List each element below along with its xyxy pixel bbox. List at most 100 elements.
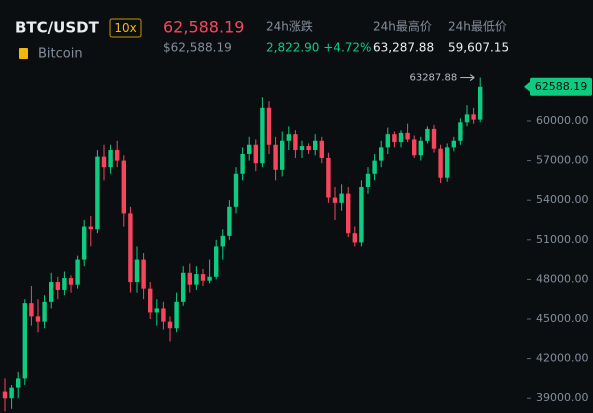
- candle-body: [266, 107, 272, 145]
- candle-body: [326, 157, 331, 198]
- candle-body: [471, 114, 476, 120]
- candle-body: [346, 193, 351, 234]
- candle-body: [29, 303, 34, 317]
- pair[interactable]: BTC/USDT: [15, 19, 100, 37]
- candle-body: [385, 134, 390, 148]
- y-tick-label: 57000.00: [536, 154, 589, 167]
- candle-body: [425, 128, 430, 141]
- candle-body: [42, 301, 47, 322]
- candle-body: [478, 86, 483, 120]
- candle-body: [35, 316, 41, 322]
- candle-body: [68, 278, 74, 285]
- high-marker-head: [469, 74, 475, 81]
- last-price-label: 62588.19: [535, 80, 588, 93]
- candle-body: [55, 282, 60, 290]
- candle-body: [240, 153, 245, 174]
- candle-body: [332, 197, 338, 203]
- candle-body: [148, 288, 153, 313]
- y-tick-label: 60000.00: [536, 114, 589, 127]
- leverage[interactable]: 10x: [114, 21, 136, 35]
- candle-body: [128, 213, 133, 283]
- candle-body: [451, 140, 456, 148]
- candle-body: [9, 387, 14, 399]
- candle-body: [174, 301, 179, 329]
- stat-label: 24h最高价: [373, 19, 432, 34]
- candle-body: [405, 132, 410, 140]
- candle-body: [319, 140, 324, 158]
- candle-body: [253, 144, 258, 164]
- candle-body: [121, 160, 126, 214]
- candle-body: [16, 378, 21, 388]
- y-tick-label: 54000.00: [536, 193, 589, 206]
- y-tick-label: 39000.00: [536, 391, 589, 404]
- candle-body: [95, 156, 100, 230]
- price: 62,588.19: [163, 18, 244, 37]
- candle-body: [49, 282, 54, 302]
- candle-body: [227, 206, 232, 236]
- candle-body: [161, 308, 166, 322]
- candle-body: [438, 148, 443, 178]
- candle-body: [194, 274, 199, 285]
- candle-body: [293, 134, 298, 151]
- candle-body: [398, 132, 404, 143]
- candle-body: [260, 107, 265, 164]
- candle-body: [379, 147, 384, 161]
- last-price-tag: [530, 77, 592, 96]
- candle-body: [372, 160, 377, 174]
- coin-icon: [19, 48, 28, 59]
- candle-body: [75, 259, 80, 285]
- candle-body: [286, 134, 291, 141]
- candle-body: [200, 274, 206, 281]
- candle-body: [359, 186, 364, 243]
- stat-value: 63,287.88: [373, 41, 434, 55]
- candle-body: [181, 272, 186, 302]
- candle-body: [418, 140, 423, 156]
- candle-body: [101, 156, 107, 168]
- candle-body: [233, 173, 239, 207]
- candle-body: [247, 144, 252, 154]
- candle-body: [299, 146, 305, 151]
- candle-body: [2, 391, 8, 399]
- y-tick-label: 51000.00: [536, 233, 589, 246]
- candle-body: [220, 235, 225, 247]
- candle-body: [458, 122, 463, 141]
- candle-body: [82, 226, 87, 260]
- high-marker-label: 63287.88: [409, 73, 457, 84]
- candle-body: [88, 226, 93, 230]
- candle-body: [22, 303, 27, 379]
- candle-body: [108, 150, 113, 168]
- candle-body: [412, 139, 417, 156]
- stat-label: 24h最低价: [448, 20, 507, 34]
- candle-body: [445, 147, 450, 178]
- candle-body: [154, 308, 159, 313]
- candle-body: [273, 144, 278, 170]
- last-price-pointer: [524, 81, 530, 92]
- candle-body: [167, 321, 173, 329]
- candle-body: [352, 233, 357, 243]
- candle-body: [365, 173, 371, 187]
- stat-value: 2,822.90 +4.72%: [266, 41, 371, 55]
- stat-label: 24h涨跌: [266, 19, 313, 34]
- candle-body: [141, 259, 146, 289]
- candle-body: [207, 276, 212, 281]
- candle-body: [306, 146, 311, 151]
- candle-body: [115, 150, 120, 161]
- price-usd: $62,588.19: [163, 41, 232, 55]
- candle-body: [280, 140, 285, 170]
- y-tick-label: 45000.00: [536, 312, 589, 325]
- y-tick-label: 48000.00: [536, 272, 589, 285]
- candle-body: [187, 272, 192, 285]
- candle-body: [431, 128, 437, 149]
- y-tick-label: 42000.00: [536, 352, 589, 365]
- candle-body: [464, 114, 470, 123]
- candle-body: [313, 140, 318, 151]
- candle-body: [392, 134, 397, 143]
- leverage-badge[interactable]: [109, 18, 142, 38]
- stat-value: 59,607.15: [448, 41, 509, 55]
- candle-body: [62, 278, 67, 290]
- candle-body: [339, 193, 344, 203]
- candle-body: [214, 246, 219, 277]
